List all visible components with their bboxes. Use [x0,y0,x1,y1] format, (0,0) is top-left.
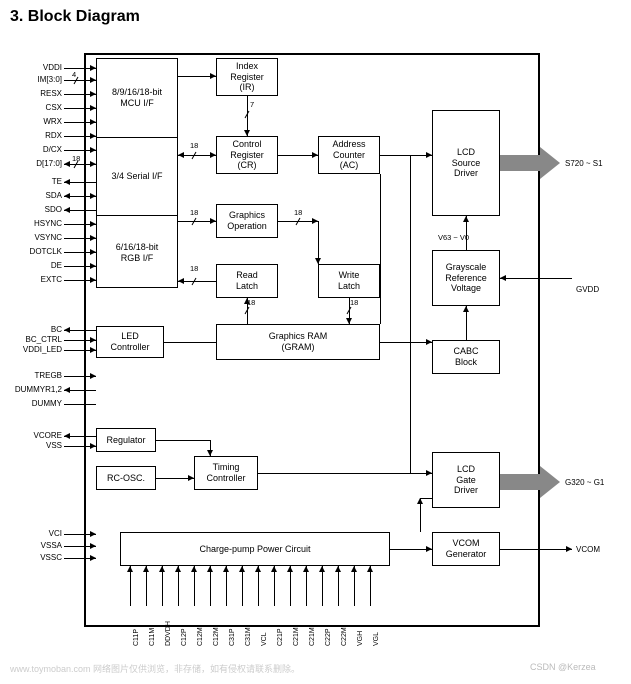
rc-osc: RC-OSC. [96,466,156,490]
pin-vcom: VCOM [576,545,600,554]
pin-dummy: DUMMY [32,399,62,408]
pin-dummyr1-2: DUMMYR1,2 [15,385,62,394]
gate-output-stem [500,474,540,490]
grayscale-reference: GrayscaleReferenceVoltage [432,250,500,306]
pin-gvdd: GVDD [576,285,599,294]
pin-te: TE [52,177,62,186]
source-output-label: S720 ~ S1 [565,159,603,168]
gate-output-label: G320 ~ G1 [565,478,604,487]
charge-pump: Charge-pump Power Circuit [120,532,390,566]
pin-vssc: VSSC [40,553,62,562]
pin-c31m: C31M [245,627,252,646]
graphics-operation: GraphicsOperation [216,204,278,238]
mcu-if-block: 8/9/16/18-bitMCU I/F 3/4 Serial I/F 6/16… [96,58,178,288]
mcu-sub3: 6/16/18-bitRGB I/F [97,215,177,289]
pin-csx: CSX [46,103,62,112]
pin-c21p: C21P [277,628,284,646]
pin-c12p: C12P [181,628,188,646]
vcom-generator: VCOMGenerator [432,532,500,566]
pin-resx: RESX [40,89,62,98]
pin-wrx: WRX [43,117,62,126]
pin-c31p: C31P [229,628,236,646]
pin-c12m: C12M [213,627,220,646]
pin-bc: BC [51,325,62,334]
credit-text: CSDN @Kerzea [530,662,596,672]
pin-d-17-0-: D[17:0] [36,159,62,168]
pin-vci: VCI [49,529,62,538]
pin-c11p: C11P [133,629,140,646]
pin-vss: VSS [46,441,62,450]
pin-sdo: SDO [45,205,62,214]
pin-vsync: VSYNC [34,233,62,242]
graphics-ram: Graphics RAM(GRAM) [216,324,380,360]
index-register: IndexRegister(IR) [216,58,278,96]
pin-vcl: VCL [261,632,268,646]
pin-im-3-0-: IM[3:0] [38,75,62,84]
pin-dotclk: DOTCLK [30,247,62,256]
pin-c21m: C21M [293,627,300,646]
pin-d-cx: D/CX [43,145,62,154]
pin-vgh: VGH [357,631,364,646]
pin-tregb: TREGB [34,371,62,380]
lcd-source-driver: LCDSourceDriver [432,110,500,216]
pin-vcore: VCORE [34,431,62,440]
mcu-sub1: 8/9/16/18-bitMCU I/F [97,59,177,137]
address-counter: AddressCounter(AC) [318,136,380,174]
pin-bc-ctrl: BC_CTRL [26,335,62,344]
pin-vddi: VDDI [43,63,62,72]
cabc-block: CABCBlock [432,340,500,374]
pin-c21m: C21M [309,627,316,646]
write-latch: WriteLatch [318,264,380,298]
source-output-stem [500,155,540,171]
regulator: Regulator [96,428,156,452]
pin-extc: EXTC [41,275,62,284]
pin-sda: SDA [46,191,62,200]
read-latch: ReadLatch [216,264,278,298]
v63-v0-label: V63 ~ V0 [438,233,469,242]
lcd-gate-driver: LCDGateDriver [432,452,500,508]
pin-vgl: VGL [373,632,380,646]
pin-rdx: RDX [45,131,62,140]
gate-output-arrow [540,466,560,498]
timing-controller: TimingController [194,456,258,490]
pin-c11m: C11M [149,628,156,646]
pin-de: DE [51,261,62,270]
pin-c22m: C22M [341,627,348,646]
block-diagram: 8/9/16/18-bitMCU I/F 3/4 Serial I/F 6/16… [10,38,620,668]
mcu-sub2: 3/4 Serial I/F [97,137,177,215]
source-output-arrow [540,147,560,179]
pin-ddvdh: DDVDH [165,621,172,646]
control-register: ControlRegister(CR) [216,136,278,174]
section-title: 3. Block Diagram [10,8,140,26]
pin-vddi-led: VDDI_LED [23,345,62,354]
led-controller: LEDController [96,326,164,358]
pin-vssa: VSSA [41,541,62,550]
pin-c22p: C22P [325,628,332,646]
pin-c12m: C12M [197,627,204,646]
pin-hsync: HSYNC [34,219,62,228]
watermark-text: www.toymoban.com 网络图片仅供浏览，非存储，如有侵权请联系删除。 [10,662,300,675]
